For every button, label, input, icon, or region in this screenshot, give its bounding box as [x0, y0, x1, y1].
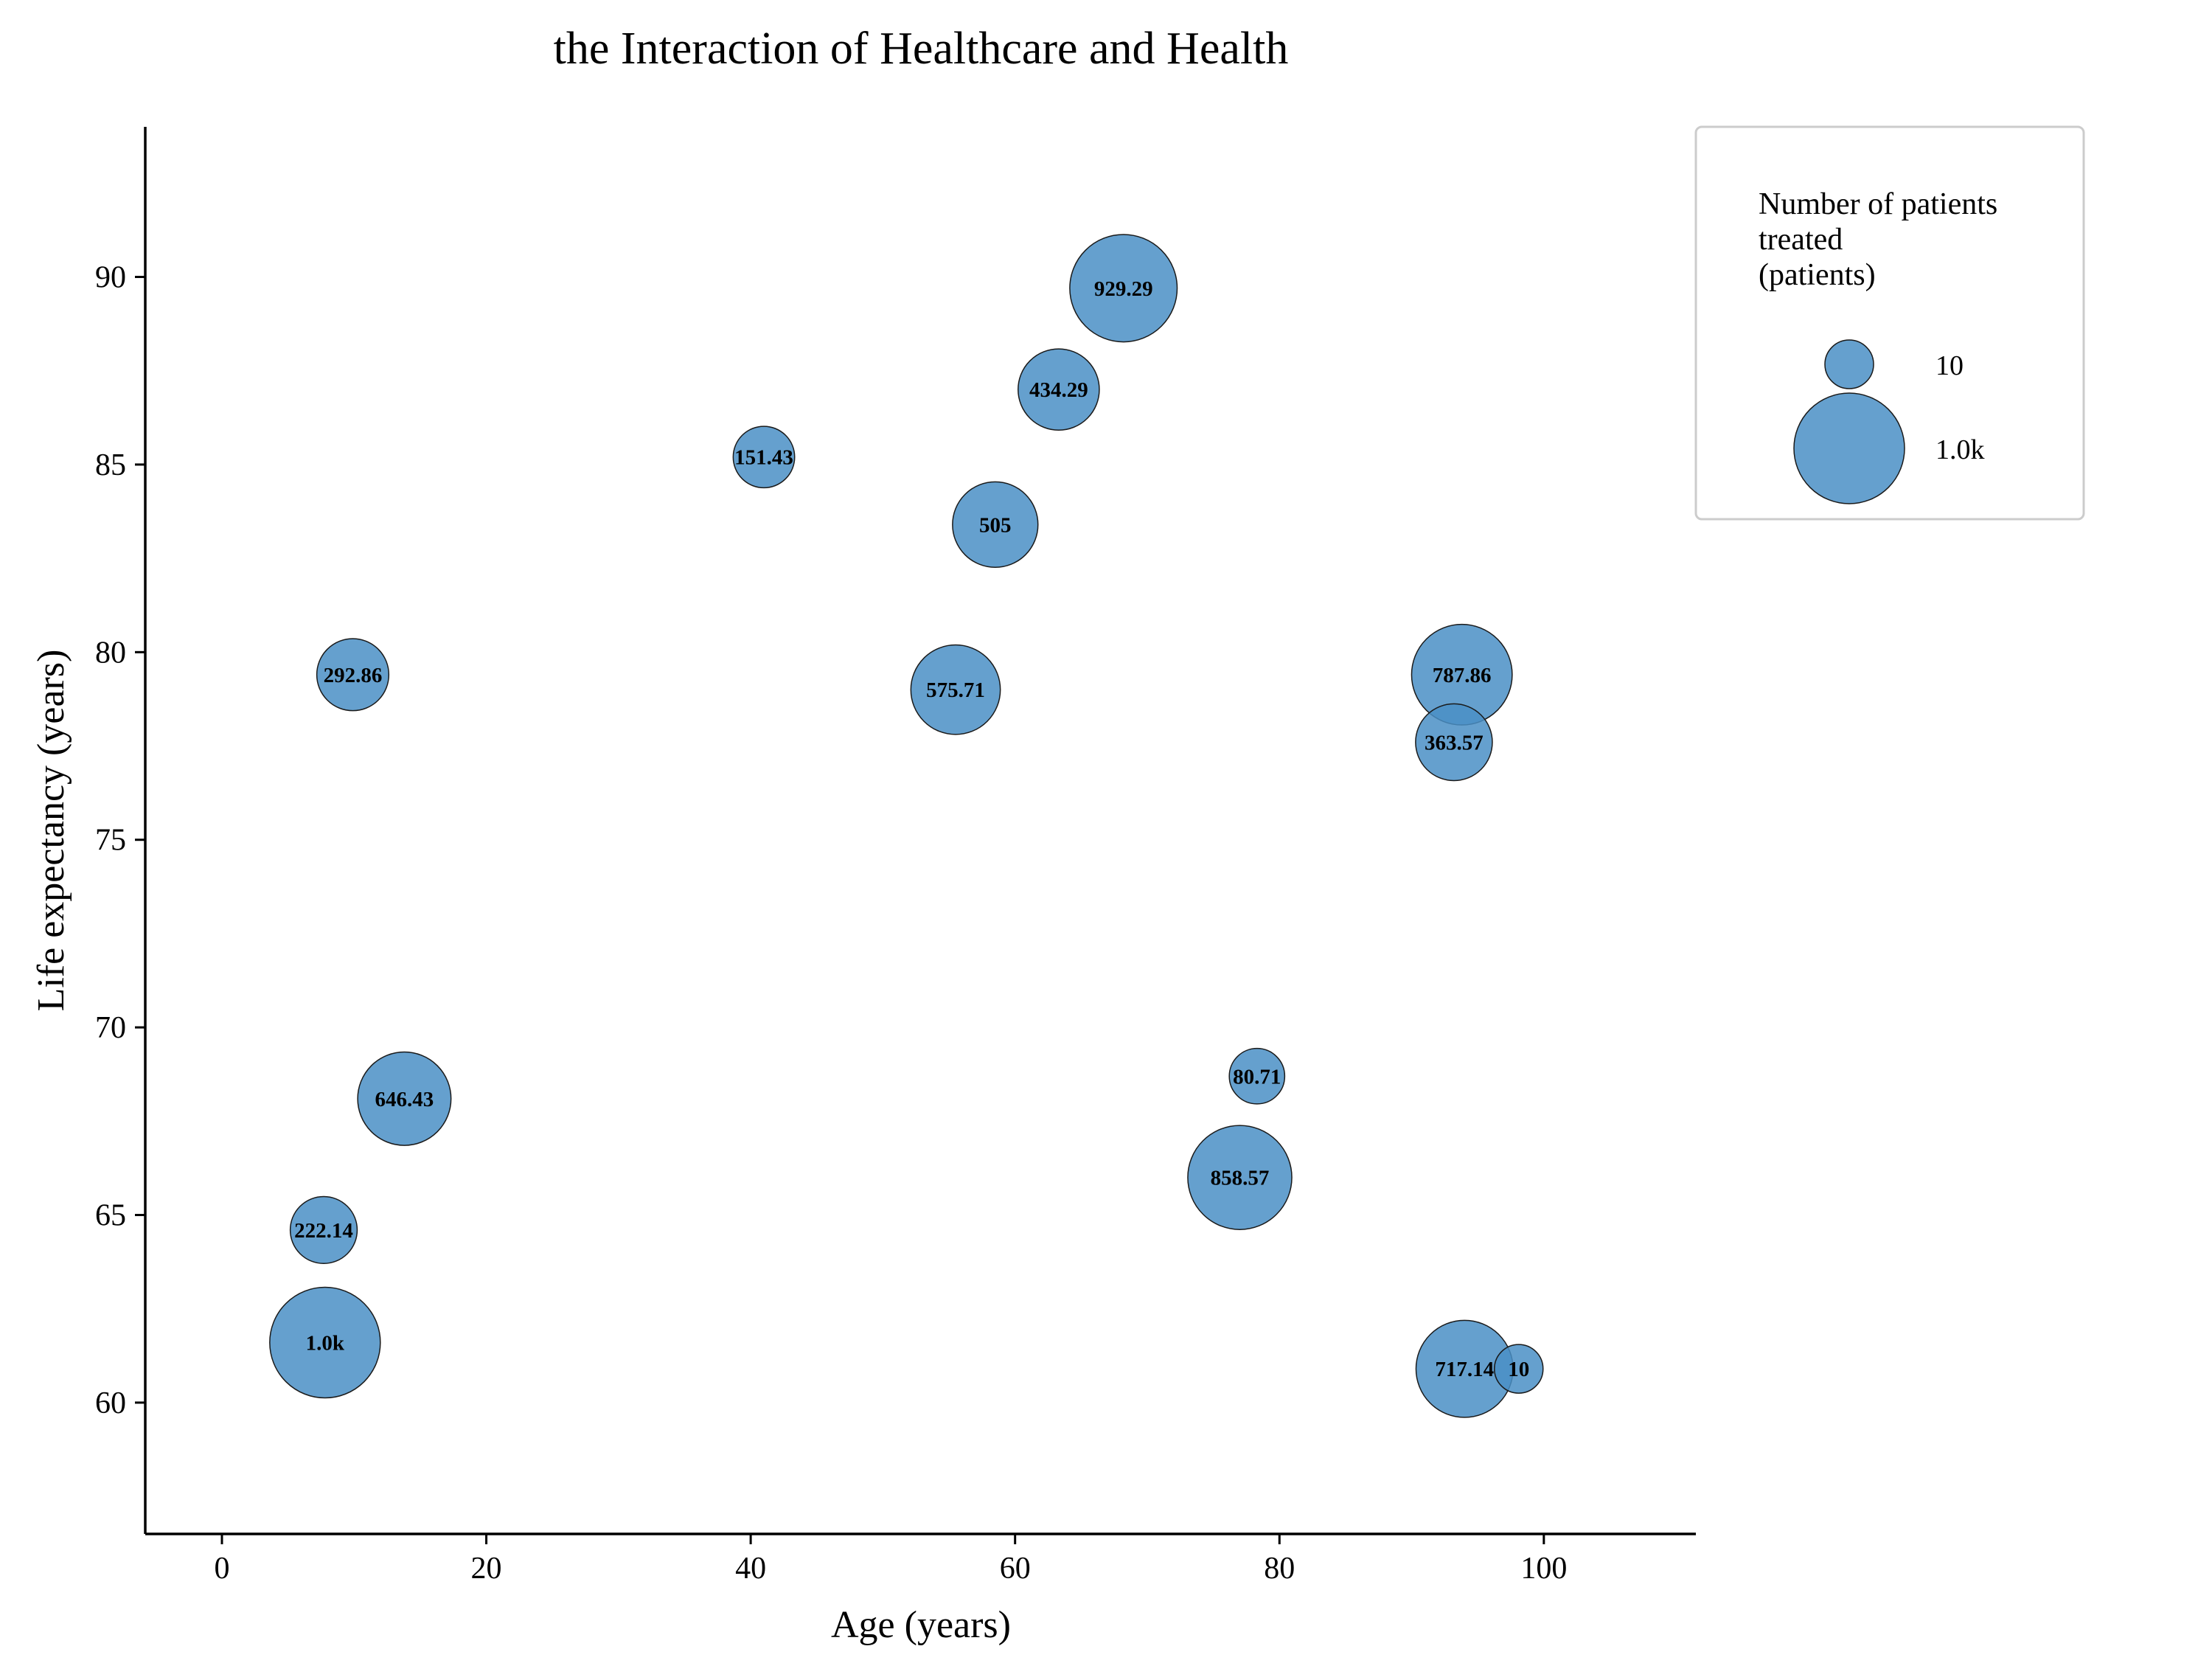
legend-title: Number of patients treated (patients) — [1759, 187, 1997, 292]
bubble-label: 10 — [1508, 1358, 1529, 1381]
x-tick-label: 80 — [1264, 1552, 1295, 1586]
bubble-label: 292.86 — [324, 664, 383, 687]
x-tick-label: 20 — [471, 1552, 502, 1586]
bubble — [1069, 234, 1178, 343]
legend-title-line: treated — [1759, 223, 1843, 257]
bubble — [732, 426, 796, 489]
chart-title: the Interaction of Healthcare and Health — [554, 24, 1289, 74]
x-ticks: 0 20 40 60 80 100 — [214, 1534, 1567, 1586]
bubble — [289, 1195, 358, 1265]
legend-item-label: 10 — [1935, 350, 1964, 381]
y-tick-label: 75 — [95, 824, 126, 858]
bubble-label: 717.14 — [1435, 1358, 1494, 1381]
legend-item-label: 1.0k — [1935, 434, 1985, 465]
y-tick-label: 65 — [95, 1199, 126, 1233]
legend-title-line: (patients) — [1759, 258, 1876, 292]
legend-items: 10 1.0k — [1793, 339, 1985, 504]
bubble — [1187, 1125, 1293, 1230]
bubble — [1018, 348, 1100, 431]
bubble-label: 929.29 — [1094, 277, 1153, 301]
legend-bubble — [1793, 392, 1905, 504]
bubble-label: 80.71 — [1233, 1065, 1281, 1089]
bubble-label: 1.0k — [306, 1332, 345, 1355]
bubble-label: 858.57 — [1211, 1167, 1270, 1190]
x-tick-label: 60 — [1000, 1552, 1031, 1586]
y-tick-label: 60 — [95, 1386, 126, 1420]
bubble — [910, 644, 1001, 735]
bubble-label: 505 — [979, 513, 1012, 537]
bubble-label: 222.14 — [294, 1219, 353, 1243]
y-tick-label: 85 — [95, 448, 126, 482]
y-ticks: 60 65 70 75 80 85 90 — [95, 261, 145, 1420]
y-tick-label: 80 — [95, 636, 126, 670]
bubble-label: 363.57 — [1425, 731, 1484, 754]
x-axis-label: Age (years) — [831, 1604, 1011, 1646]
bubble — [269, 1286, 381, 1399]
y-tick-label: 70 — [95, 1011, 126, 1045]
bubble — [357, 1051, 452, 1146]
bubble — [316, 638, 390, 712]
legend-frame — [1694, 125, 2085, 521]
bubble-label: 787.86 — [1433, 664, 1492, 687]
bubble-label: 575.71 — [926, 678, 985, 702]
bubble — [1228, 1047, 1286, 1105]
legend-title-line: Number of patients — [1759, 187, 1997, 221]
bubble-label: 646.43 — [375, 1088, 434, 1111]
bubbles: 929.29 434.29 151.43 505 292.86 575.71 787.86 3… — [269, 234, 1544, 1418]
bubble — [1415, 703, 1493, 782]
y-axis-label: Life expectancy (years) — [30, 650, 72, 1012]
bubble — [952, 481, 1039, 569]
x-tick-label: 40 — [735, 1552, 766, 1586]
x-tick-label: 0 — [214, 1552, 229, 1586]
bubble — [1494, 1344, 1544, 1394]
bubble-label: 151.43 — [734, 446, 793, 470]
y-tick-label: 90 — [95, 261, 126, 295]
x-tick-label: 100 — [1520, 1552, 1567, 1586]
size-legend: Number of patients treated (patients) 10 1.… — [1694, 125, 2085, 521]
legend-bubble — [1824, 339, 1874, 389]
bubble-label: 434.29 — [1029, 378, 1088, 402]
